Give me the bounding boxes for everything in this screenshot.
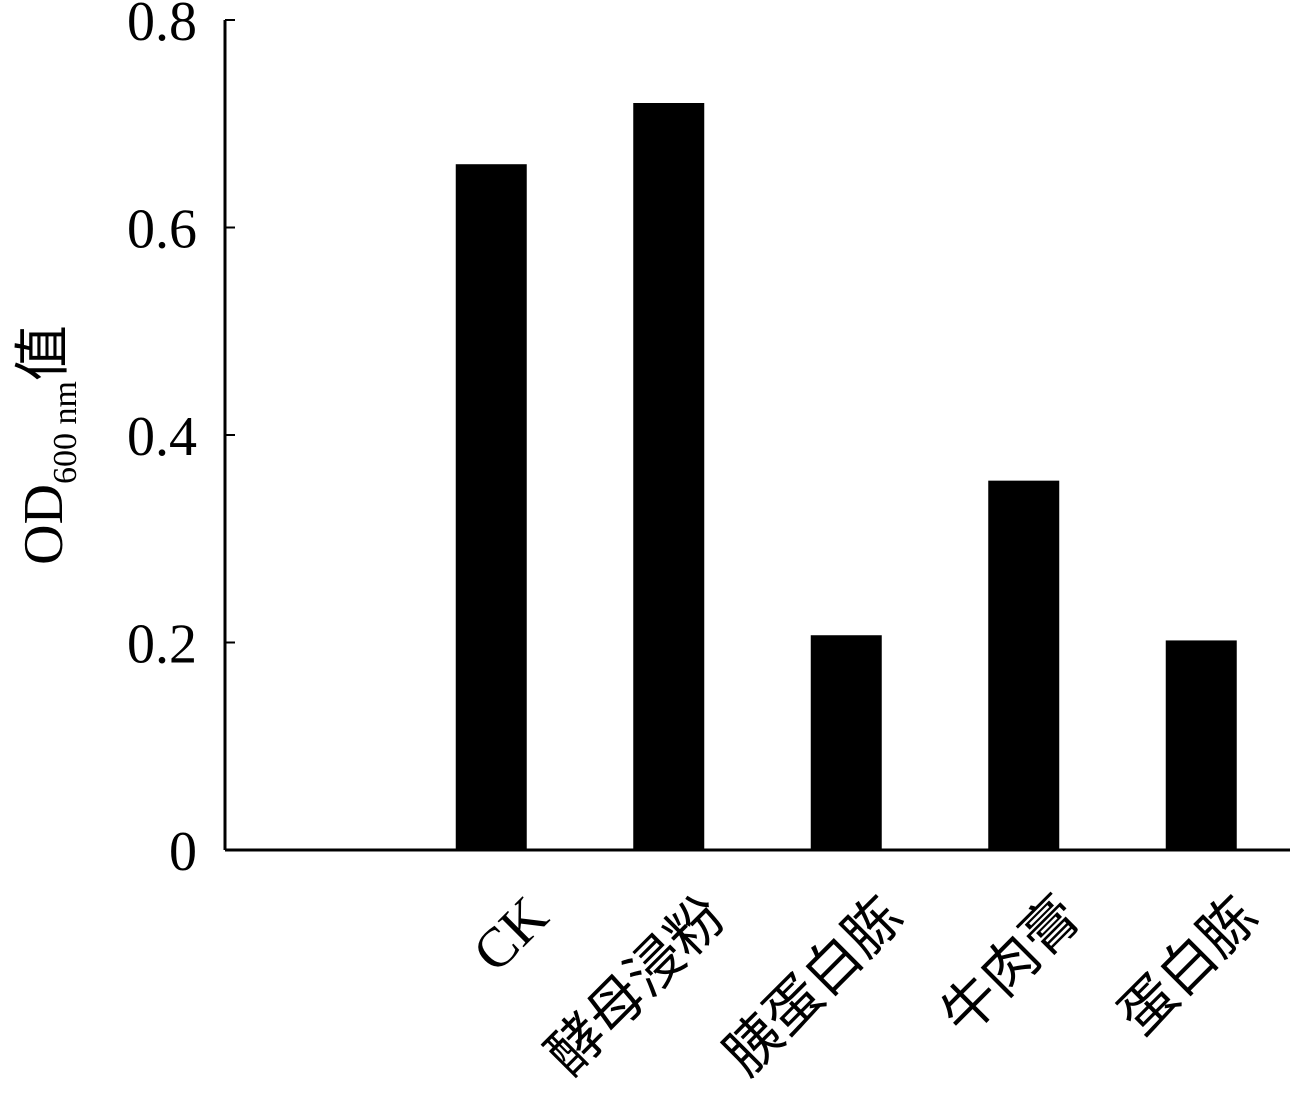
bar [633, 103, 705, 850]
y-tick-label: 0 [169, 821, 197, 883]
x-tick-label: CK [461, 885, 560, 984]
bar [810, 635, 882, 850]
y-label-sub: 600 nm [47, 381, 84, 484]
y-tick-label: 0.8 [127, 0, 197, 53]
y-label-main: OD [13, 484, 75, 565]
bar [455, 164, 527, 850]
x-tick-label: 蛋白胨 [1108, 885, 1271, 1048]
x-tick-label: 胰蛋白胨 [713, 885, 915, 1087]
y-tick-label: 0.6 [127, 199, 197, 261]
x-tick-label: 酵母浸粉 [535, 885, 737, 1087]
bar [988, 480, 1060, 850]
y-label-suffix: 值 [13, 325, 75, 381]
y-axis-label: OD600 nm值 [13, 325, 84, 565]
y-tick-label: 0.2 [127, 614, 197, 676]
y-tick-label: 0.4 [127, 406, 197, 468]
x-tick-label: 牛肉膏 [930, 885, 1093, 1048]
bar [1165, 640, 1237, 850]
